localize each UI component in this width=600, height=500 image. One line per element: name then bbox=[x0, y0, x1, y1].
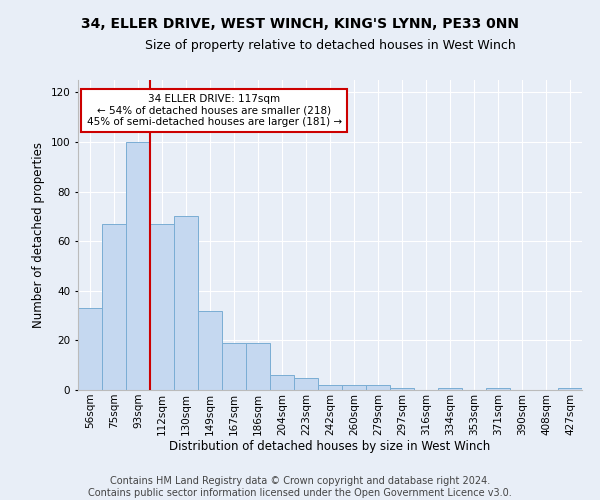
Bar bbox=[558, 388, 582, 390]
Bar bbox=[246, 343, 270, 390]
Bar bbox=[438, 388, 462, 390]
Text: 34 ELLER DRIVE: 117sqm
← 54% of detached houses are smaller (218)
45% of semi-de: 34 ELLER DRIVE: 117sqm ← 54% of detached… bbox=[86, 94, 341, 127]
Text: 34, ELLER DRIVE, WEST WINCH, KING'S LYNN, PE33 0NN: 34, ELLER DRIVE, WEST WINCH, KING'S LYNN… bbox=[81, 18, 519, 32]
Bar bbox=[294, 378, 318, 390]
Bar bbox=[150, 224, 174, 390]
Bar bbox=[78, 308, 102, 390]
Y-axis label: Number of detached properties: Number of detached properties bbox=[32, 142, 45, 328]
Bar bbox=[390, 388, 414, 390]
Bar bbox=[102, 224, 126, 390]
Bar bbox=[198, 310, 222, 390]
Bar bbox=[222, 343, 246, 390]
Bar bbox=[174, 216, 198, 390]
Title: Size of property relative to detached houses in West Winch: Size of property relative to detached ho… bbox=[145, 40, 515, 52]
Bar bbox=[366, 385, 390, 390]
X-axis label: Distribution of detached houses by size in West Winch: Distribution of detached houses by size … bbox=[169, 440, 491, 454]
Bar bbox=[126, 142, 150, 390]
Bar bbox=[318, 385, 342, 390]
Bar bbox=[342, 385, 366, 390]
Text: Contains HM Land Registry data © Crown copyright and database right 2024.
Contai: Contains HM Land Registry data © Crown c… bbox=[88, 476, 512, 498]
Bar bbox=[270, 375, 294, 390]
Bar bbox=[486, 388, 510, 390]
